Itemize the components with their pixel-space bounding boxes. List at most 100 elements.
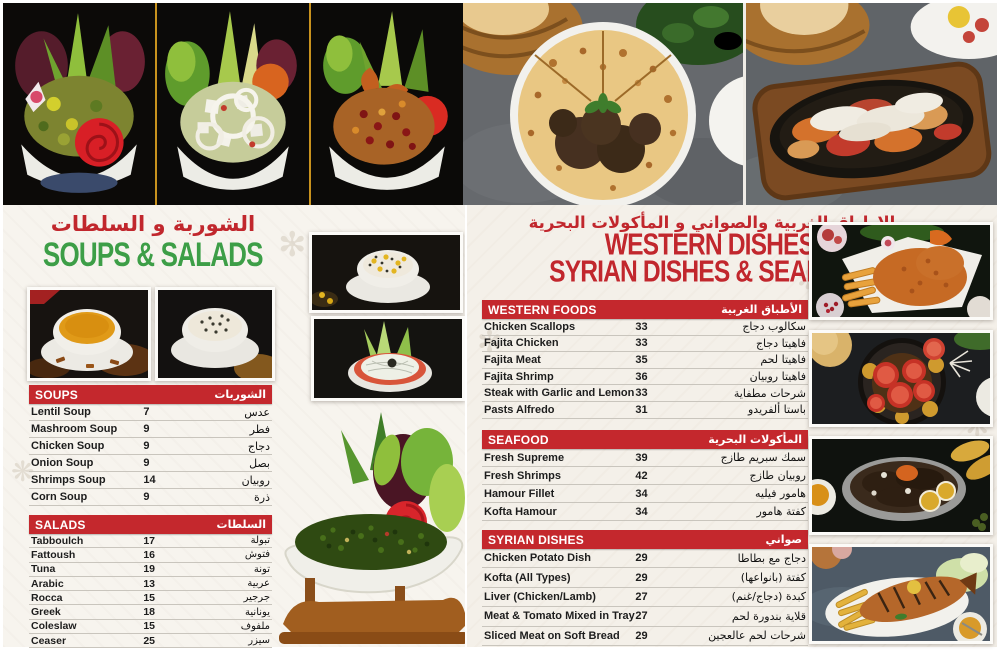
salad-bowl-photo-3: [309, 3, 463, 205]
top-photo-strip: [3, 3, 997, 205]
table-row: Steak with Garlic and Lemon 33 شرحات مطفاي…: [482, 385, 808, 402]
item-name: Fajita Meat: [484, 353, 541, 366]
item-name-arabic: دجاج مع بطاطا: [737, 551, 806, 565]
item-name: Liver (Chicken/Lamb): [484, 590, 596, 603]
item-name: Hamour Fillet: [484, 487, 555, 500]
item-price: 29: [635, 571, 648, 584]
item-name-arabic: بصل: [249, 456, 270, 470]
photo-divider: [743, 3, 746, 205]
syrian-dishes-table-header: SYRIAN DISHES صواني: [482, 530, 808, 549]
item-name: Chicken Potato Dish: [484, 552, 591, 565]
fajita-sizzler-photo: [746, 3, 997, 205]
item-name-arabic: روبيان: [241, 473, 270, 487]
table-row: Liver (Chicken/Lamb) 27 كبدة (دجاج/غنم): [482, 588, 808, 608]
soups-header-en: SOUPS: [35, 387, 79, 402]
table-row: Greek 18 يونانية: [29, 605, 272, 620]
item-name: Meat & Tomato Mixed in Tray: [484, 610, 635, 623]
item-name: Chicken Soup: [31, 440, 105, 452]
lentil-soup-photo: [27, 287, 151, 381]
item-name: Onion Soup: [31, 457, 94, 469]
item-price: 15: [143, 591, 156, 604]
table-row: Tabboulch 17 تبولة: [29, 534, 272, 549]
item-price: 9: [143, 457, 150, 469]
item-name: Shrimps Soup: [31, 474, 106, 486]
table-row: Kofta (All Types) 29 كفتة (بانواعها): [482, 568, 808, 588]
soups-table-header: SOUPS الشوربات: [29, 385, 272, 404]
table-row: Fajita Meat 35 فاهيتا لحم: [482, 352, 808, 369]
item-name-arabic: روبيان طازج: [749, 469, 806, 482]
item-price: 25: [143, 634, 156, 647]
item-name-arabic: عربية: [247, 578, 270, 590]
table-row: Onion Soup 9 بصل: [29, 455, 272, 472]
item-name-arabic: فاهيتا لحم: [760, 353, 806, 367]
item-price: 27: [635, 590, 648, 603]
salads-header-en: SALADS: [35, 517, 86, 532]
item-name: Fajita Chicken: [484, 337, 559, 350]
item-name-arabic: كفتة (بانواعها): [740, 571, 806, 585]
table-row: Pasts Alfredo 31 باستا ألفريدو: [482, 402, 808, 419]
seafood-header-ar: المأكولات البحرية: [708, 433, 802, 446]
item-price: 15: [143, 620, 156, 633]
item-name-arabic: سمك سبريم طازج: [720, 451, 806, 464]
table-row: Fresh Supreme 39 سمك سبريم طازج: [482, 449, 808, 467]
item-name-arabic: كفتة هامور: [756, 505, 806, 518]
corn-soup-photo: [309, 232, 463, 313]
item-name: Chicken Scallops: [484, 320, 576, 333]
item-price: 9: [143, 423, 150, 435]
soups-table: SOUPS الشوربات Lentil Soup 7 عدس Mashroom …: [29, 385, 272, 506]
item-price: 9: [143, 491, 150, 503]
salads-table: SALADS السلطات Tabboulch 17 تبولة Fattoush…: [29, 515, 272, 649]
table-row: Chicken Potato Dish 29 دجاج مع بطاطا: [482, 549, 808, 569]
item-price: 18: [143, 606, 156, 619]
item-name-arabic: شرحات لحم عالعجين: [708, 629, 806, 643]
item-name-arabic: قلاية بندورة لحم: [731, 609, 806, 623]
item-price: 35: [635, 353, 648, 366]
item-name: Arabic: [31, 577, 64, 590]
left-title-arabic: الشوربة و السلطات: [50, 212, 256, 236]
item-name: Steak with Garlic and Lemon: [484, 387, 635, 400]
table-row: Meat & Tomato Mixed in Tray 27 قلاية بندور…: [482, 607, 808, 627]
item-price: 27: [635, 610, 648, 623]
table-row: Fajita Chicken 33 فاهيتا دجاج: [482, 336, 808, 353]
item-price: 29: [635, 552, 648, 565]
table-row: Coleslaw 15 ملفوف: [29, 620, 272, 635]
liver-pan-photo: [809, 436, 993, 535]
item-name-arabic: جرجير: [243, 592, 270, 604]
coleslaw-photo: [311, 316, 465, 401]
item-name-arabic: باستا ألفريدو: [748, 403, 806, 417]
seafood-table-header: SEAFOOD المأكولات البحرية: [482, 430, 808, 449]
item-name-arabic: يونانية: [245, 606, 270, 618]
item-price: 33: [635, 387, 648, 400]
item-price: 39: [635, 451, 648, 464]
table-row: Lentil Soup 7 عدس: [29, 404, 272, 421]
item-name-arabic: فطر: [249, 422, 270, 436]
item-name: Corn Soup: [31, 491, 88, 503]
salads-table-header: SALADS السلطات: [29, 515, 272, 534]
tomato-meat-tray-photo: [809, 330, 993, 427]
dish-photo-band: [463, 3, 997, 205]
tabbouleh-boat-photo: [275, 410, 473, 647]
item-price: 13: [143, 577, 156, 590]
item-price: 29: [635, 629, 648, 642]
western-foods-table-header: WESTERN FOODS الأطباق الغربية: [482, 300, 808, 319]
chicken-scallops-photo: [809, 222, 993, 320]
table-row: Chicken Soup 9 دجاج: [29, 438, 272, 455]
item-name: Greek: [31, 606, 61, 619]
item-price: 14: [143, 474, 156, 486]
item-price: 36: [635, 370, 648, 383]
item-price: 31: [635, 403, 648, 416]
table-row: Shrimps Soup 14 روبيان: [29, 472, 272, 489]
salad-bowl-photo-1: [3, 3, 155, 205]
right-photo-column: [809, 222, 993, 644]
right-title-arabic: الاطباق الغربية والصواني و المأكولات الب…: [528, 213, 896, 232]
item-name: Fajita Shrimp: [484, 370, 554, 383]
table-row: Corn Soup 9 ذرة: [29, 489, 272, 506]
item-price: 33: [635, 320, 648, 333]
item-price: 42: [635, 469, 648, 482]
western-syrian-seafood-page: ✻ ❋ ✻ الاطباق الغربية والصواني و المأكول…: [465, 205, 997, 647]
item-name-arabic: هامور فيليه: [755, 487, 806, 500]
item-name-arabic: ملفوف: [240, 620, 270, 632]
left-page-header: الشوربة و السلطات SOUPS & SALADS: [3, 211, 303, 274]
table-row: Chicken Scallops 33 سكالوب دجاج: [482, 319, 808, 336]
